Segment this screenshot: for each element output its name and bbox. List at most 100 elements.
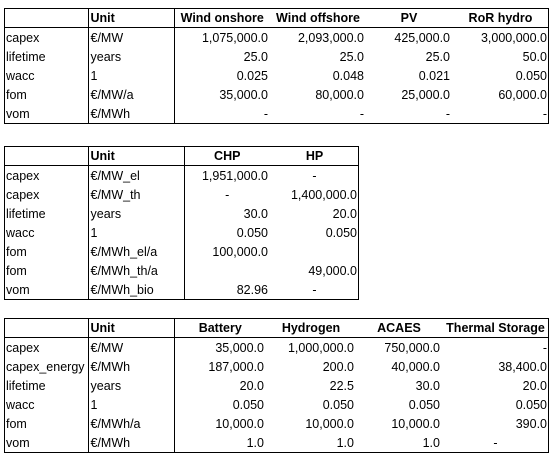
table-row: capex €/MW_th - 1,400,000.0 — [4, 185, 359, 204]
header-cell — [4, 318, 89, 338]
value-cell: 82.96 — [236, 282, 268, 297]
header-cell: Hydrogen — [266, 318, 356, 338]
table-header-row: Unit Wind onshore Wind offshore PV RoR h… — [4, 8, 549, 28]
value-cell: 750,000.0 — [384, 340, 440, 355]
value-cell: 0.050 — [515, 397, 547, 412]
header-cell: ACAES — [356, 318, 442, 338]
value-cell: 20.0 — [239, 378, 264, 393]
header-cell — [4, 8, 89, 28]
unit-cell: €/MW_th — [88, 185, 185, 204]
header-cell — [4, 146, 89, 166]
row-label: vom — [4, 433, 89, 452]
header-cell: Unit — [88, 318, 175, 338]
value-cell: 22.5 — [329, 378, 354, 393]
table-row: capex €/MW 35,000.0 1,000,000.0 750,000.… — [4, 337, 549, 357]
value-cell: 2,093,000.0 — [297, 30, 364, 45]
header-cell: Unit — [88, 8, 175, 28]
storage-cost-table: Unit Battery Hydrogen ACAES Thermal Stor… — [4, 318, 549, 452]
value-cell: 49,000.0 — [308, 263, 357, 278]
value-cell: 0.021 — [418, 68, 450, 83]
table-row: wacc 1 0.050 0.050 — [4, 223, 359, 242]
row-label: capex — [4, 185, 89, 204]
row-label: wacc — [4, 223, 89, 242]
value-cell: 25.0 — [243, 49, 268, 64]
table-header-row: Unit Battery Hydrogen ACAES Thermal Stor… — [4, 318, 549, 338]
value-cell: 10,000.0 — [391, 416, 440, 431]
unit-cell: €/MWh_el/a — [88, 242, 185, 261]
value-cell: 0.050 — [232, 397, 264, 412]
value-cell: 35,000.0 — [215, 340, 264, 355]
header-cell: RoR hydro — [452, 8, 549, 28]
value-cell: 0.050 — [408, 397, 440, 412]
value-cell: 25.0 — [339, 49, 364, 64]
unit-cell: years — [88, 376, 175, 395]
value-cell: - — [359, 106, 364, 121]
table-row: lifetime years 25.0 25.0 25.0 50.0 — [4, 47, 549, 66]
row-label: capex_energy — [4, 357, 89, 376]
value-cell — [184, 261, 270, 280]
row-label: wacc — [4, 395, 89, 414]
unit-cell: €/MWh — [88, 433, 175, 452]
value-cell: - — [312, 282, 317, 297]
row-label: capex — [4, 27, 89, 47]
value-cell: 40,000.0 — [391, 359, 440, 374]
row-label: fom — [4, 414, 89, 433]
row-label: vom — [4, 104, 89, 123]
renewables-cost-table: Unit Wind onshore Wind offshore PV RoR h… — [4, 8, 549, 123]
value-cell: 38,400.0 — [498, 359, 547, 374]
value-cell: 1.0 — [422, 435, 440, 450]
row-label: capex — [4, 165, 89, 185]
value-cell: 0.048 — [332, 68, 364, 83]
value-cell: 30.0 — [243, 206, 268, 221]
table-row: fom €/MWh_th/a 49,000.0 — [4, 261, 359, 280]
table-row: capex_energy €/MWh 187,000.0 200.0 40,00… — [4, 357, 549, 376]
unit-cell: 1 — [88, 223, 185, 242]
value-cell: 35,000.0 — [219, 87, 268, 102]
table-row: vom €/MWh_bio 82.96 - — [4, 280, 359, 299]
header-cell: CHP — [184, 146, 270, 166]
value-cell: 1.0 — [336, 435, 354, 450]
value-cell: 80,000.0 — [315, 87, 364, 102]
value-cell: 1.0 — [246, 435, 264, 450]
value-cell: 60,000.0 — [498, 87, 547, 102]
header-cell: Unit — [88, 146, 185, 166]
row-label: fom — [4, 261, 89, 280]
value-cell: 3,000,000.0 — [480, 30, 547, 45]
table-row: vom €/MWh - - - - — [4, 104, 549, 123]
value-cell: 0.025 — [236, 68, 268, 83]
value-cell: - — [225, 187, 230, 202]
unit-cell: 1 — [88, 66, 175, 85]
value-cell: 10,000.0 — [305, 416, 354, 431]
unit-cell: €/MWh — [88, 357, 175, 376]
table-row: capex €/MW 1,075,000.0 2,093,000.0 425,0… — [4, 27, 549, 47]
value-cell: 425,000.0 — [394, 30, 450, 45]
value-cell: 0.050 — [325, 225, 357, 240]
value-cell: - — [542, 340, 547, 355]
chp-hp-cost-table: Unit CHP HP capex €/MW_el 1,951,000.0 - … — [4, 146, 359, 299]
header-cell: PV — [366, 8, 452, 28]
value-cell: 0.050 — [236, 225, 268, 240]
unit-cell: €/MWh_bio — [88, 280, 185, 299]
table-row: wacc 1 0.050 0.050 0.050 0.050 — [4, 395, 549, 414]
value-cell: 25.0 — [425, 49, 450, 64]
value-cell: 1,000,000.0 — [287, 340, 354, 355]
header-cell: Battery — [174, 318, 266, 338]
unit-cell: €/MW_el — [88, 165, 185, 185]
table-row: wacc 1 0.025 0.048 0.021 0.050 — [4, 66, 549, 85]
unit-cell: 1 — [88, 395, 175, 414]
row-label: vom — [4, 280, 89, 299]
header-cell: Wind onshore — [174, 8, 270, 28]
row-label: fom — [4, 242, 89, 261]
unit-cell: €/MW — [88, 337, 175, 357]
row-label: lifetime — [4, 204, 89, 223]
table-row: fom €/MW/a 35,000.0 80,000.0 25,000.0 60… — [4, 85, 549, 104]
value-cell: 1,951,000.0 — [201, 168, 268, 183]
value-cell: - — [263, 106, 268, 121]
row-label: wacc — [4, 66, 89, 85]
unit-cell: years — [88, 47, 175, 66]
unit-cell: €/MW — [88, 27, 175, 47]
unit-cell: €/MWh/a — [88, 414, 175, 433]
value-cell: 0.050 — [322, 397, 354, 412]
header-cell: Thermal Storage — [442, 318, 549, 338]
value-cell: 100,000.0 — [212, 244, 268, 259]
